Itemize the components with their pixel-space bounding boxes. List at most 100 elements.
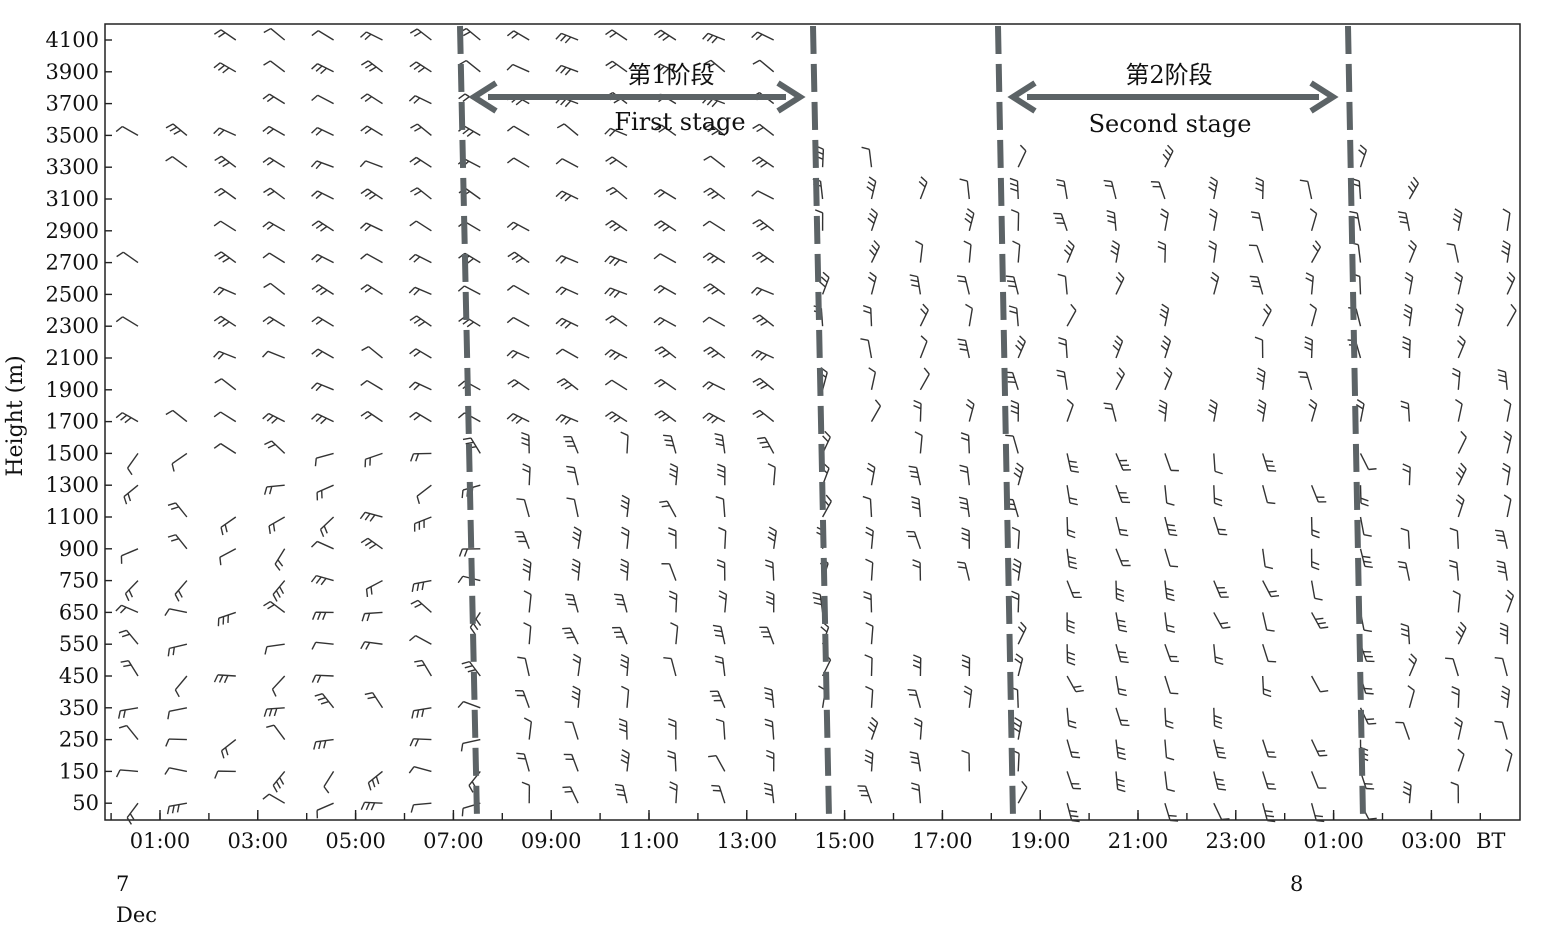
wind-barb-flag — [1504, 430, 1512, 437]
wind-barb-shaft — [1164, 739, 1168, 758]
wind-barb-shaft — [415, 634, 432, 645]
wind-barb — [507, 251, 530, 264]
wind-barb-shaft — [1066, 516, 1069, 536]
wind-barb-shaft — [1017, 627, 1027, 645]
wind-barb-flag — [409, 635, 417, 642]
wind-barb — [1017, 621, 1027, 645]
wind-barb-flag — [408, 286, 416, 294]
wind-barb — [311, 413, 334, 425]
wind-barb-flag — [1360, 497, 1369, 502]
wind-barb-shaft — [169, 608, 188, 614]
wind-barb-flag — [662, 352, 671, 358]
wind-barb-flag — [220, 750, 225, 759]
wind-barb-flag — [272, 594, 278, 602]
wind-barb-shaft — [1164, 802, 1171, 821]
wind-barb — [1162, 144, 1174, 168]
stage-arrow-head-left — [1007, 80, 1037, 114]
wind-barb-flag — [961, 749, 970, 755]
wind-barb-flag — [410, 804, 415, 813]
wind-barb-flag — [1458, 335, 1466, 342]
wind-barb-shaft — [1262, 643, 1269, 662]
wind-barb-flag — [1264, 565, 1274, 570]
wind-barb-shaft — [1506, 277, 1516, 295]
wind-barb — [1164, 485, 1175, 506]
wind-barb-flag — [654, 410, 662, 416]
wind-barb — [702, 32, 726, 44]
wind-barb — [1056, 178, 1068, 200]
wind-barb-flag — [653, 284, 661, 292]
wind-barb-flag — [263, 60, 271, 66]
wind-barb-shaft — [464, 125, 481, 137]
wind-barb-flag — [521, 781, 530, 786]
wind-barb — [604, 127, 628, 137]
wind-barb-shaft — [269, 252, 286, 264]
wind-barb-flag — [609, 63, 617, 70]
wind-barb-shaft — [966, 181, 970, 200]
wind-barb — [1355, 399, 1365, 422]
wind-barb-shaft — [715, 755, 726, 772]
wind-barb — [1014, 653, 1024, 677]
wind-barb-flag — [1359, 144, 1367, 151]
wind-barb-flag — [869, 721, 877, 728]
wind-barb — [751, 349, 774, 361]
stage-arrow — [468, 80, 806, 114]
wind-barb — [1213, 771, 1227, 791]
wind-barb — [214, 770, 236, 779]
wind-barb-flag — [1312, 244, 1319, 252]
wind-barb — [1310, 240, 1322, 263]
wind-barb-shaft — [668, 563, 677, 581]
wind-barb-flag — [1120, 660, 1129, 664]
wind-barb-flag — [364, 224, 372, 232]
wind-barb-flag — [1013, 722, 1021, 728]
wind-barb-shaft — [1408, 245, 1417, 263]
wind-barb — [1397, 211, 1411, 231]
wind-barb-flag — [658, 381, 666, 388]
wind-barb-flag — [118, 724, 127, 729]
wind-barb — [702, 220, 726, 232]
wind-barb — [619, 558, 629, 581]
wind-barb-flag — [460, 743, 464, 752]
wind-barb-shaft — [175, 502, 188, 518]
y-tick-label: 1300 — [46, 473, 99, 497]
x-tick-label: 05:00 — [325, 829, 386, 853]
wind-barb-shaft — [414, 286, 432, 296]
wind-barb-flag — [1011, 595, 1019, 601]
wind-barb-flag — [1213, 715, 1222, 719]
wind-barb-flag — [1119, 719, 1128, 722]
wind-barb-shaft — [766, 627, 775, 645]
wind-barb-shaft — [368, 346, 383, 359]
y-tick-label: 750 — [59, 569, 99, 593]
wind-barb-flag — [268, 708, 273, 717]
y-tick-label: 550 — [59, 632, 99, 656]
wind-barb-flag — [1015, 344, 1022, 352]
wind-barb-shaft — [1115, 739, 1119, 758]
wind-barb — [1310, 803, 1325, 823]
wind-barb-flag — [1057, 273, 1066, 278]
wind-barb-shaft — [1310, 484, 1319, 503]
wind-barb-shaft — [1164, 403, 1168, 422]
wind-barb — [359, 160, 383, 168]
wind-barb-flag — [910, 475, 919, 479]
wind-barb — [614, 783, 628, 804]
wind-barb — [213, 220, 237, 232]
wind-barb-shaft — [661, 346, 677, 359]
wind-barb-flag — [1358, 149, 1366, 156]
wind-barb — [1011, 526, 1021, 549]
wind-barb — [711, 784, 726, 804]
wind-barb-flag — [1012, 568, 1020, 574]
wind-barb-shaft — [127, 452, 139, 469]
wind-barb-flag — [864, 654, 873, 659]
wind-barb-flag — [1311, 566, 1320, 571]
wind-barb-flag — [765, 559, 774, 564]
wind-barb-shaft — [365, 452, 383, 460]
wind-barb — [766, 590, 775, 613]
wind-barb-shaft — [1457, 689, 1460, 708]
wind-barb-flag — [1254, 336, 1263, 341]
wind-barb-shaft — [1405, 562, 1411, 581]
wind-barb — [1359, 516, 1372, 537]
wind-barb — [118, 629, 139, 645]
wind-barb-flag — [126, 817, 133, 825]
wind-barb-flag — [959, 501, 968, 505]
wind-barb — [765, 559, 775, 581]
wind-barb-flag — [966, 208, 975, 214]
